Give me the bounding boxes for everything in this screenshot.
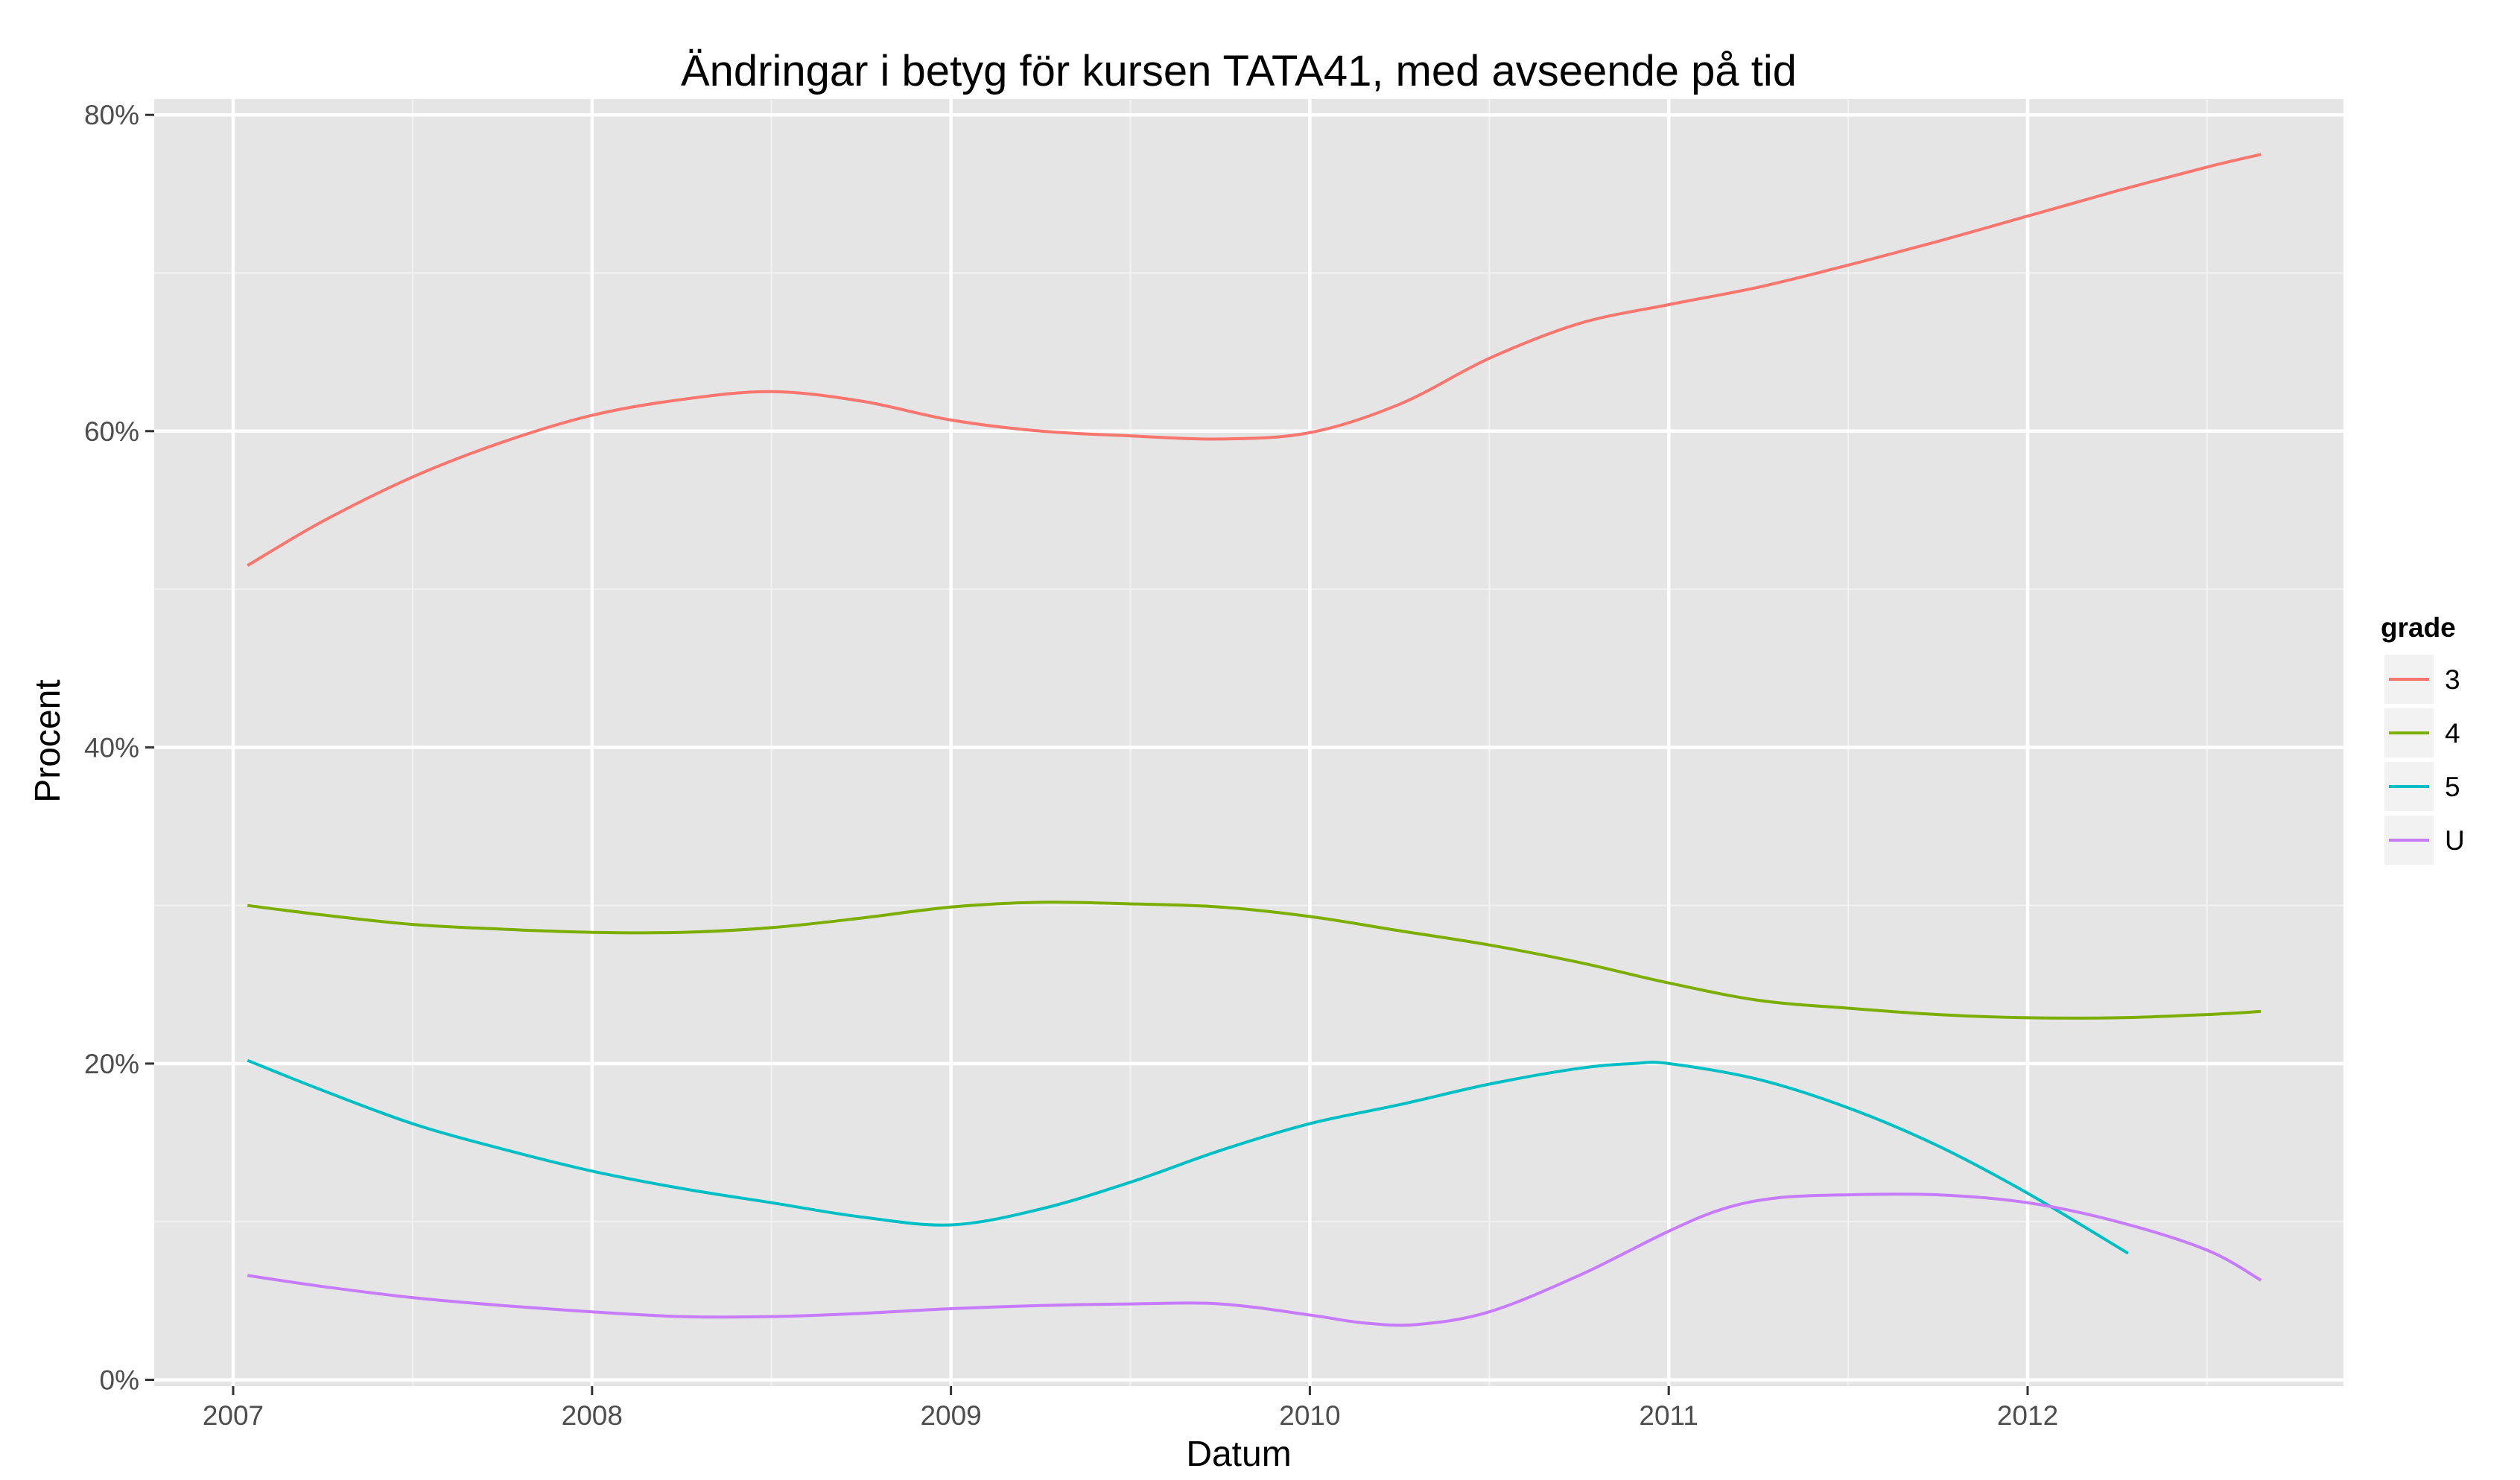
y-tick-label: 80% [84, 100, 139, 130]
x-tick-label: 2010 [1279, 1400, 1340, 1431]
panel-background [154, 99, 2343, 1386]
series-line-5 [247, 1058, 2129, 1255]
x-tick-label: 2012 [1997, 1400, 2058, 1431]
x-axis-title: Datum [1186, 1435, 1291, 1474]
y-tick-label: 40% [84, 732, 139, 763]
plot-panel [154, 99, 2343, 1386]
y-tick-label: 0% [100, 1365, 139, 1396]
chart-title: Ändringar i betyg för kursen TATA41, med… [681, 47, 1797, 95]
legend-title: grade [2381, 612, 2456, 643]
x-tick-label: 2009 [920, 1400, 981, 1431]
series-line-U [247, 1192, 2262, 1327]
x-tick-label: 2011 [1639, 1400, 1698, 1431]
y-axis: 0% 20% 40% 60% 80% [84, 100, 154, 1396]
legend-label-3: 3 [2445, 664, 2460, 695]
y-tick-label: 60% [84, 416, 139, 447]
legend: grade 3 4 5 U [2381, 612, 2465, 866]
legend-label-U: U [2445, 825, 2465, 856]
y-axis-title: Procent [28, 679, 68, 802]
x-tick-label: 2008 [562, 1400, 623, 1431]
x-tick-label: 2007 [203, 1400, 264, 1431]
series-line-4 [247, 901, 2262, 1020]
y-tick-label: 20% [84, 1049, 139, 1079]
legend-label-5: 5 [2445, 772, 2460, 802]
legend-label-4: 4 [2445, 718, 2460, 749]
series-line-3 [247, 153, 2262, 567]
x-axis: 2007 2008 2009 2010 2011 2012 [203, 1386, 2058, 1431]
